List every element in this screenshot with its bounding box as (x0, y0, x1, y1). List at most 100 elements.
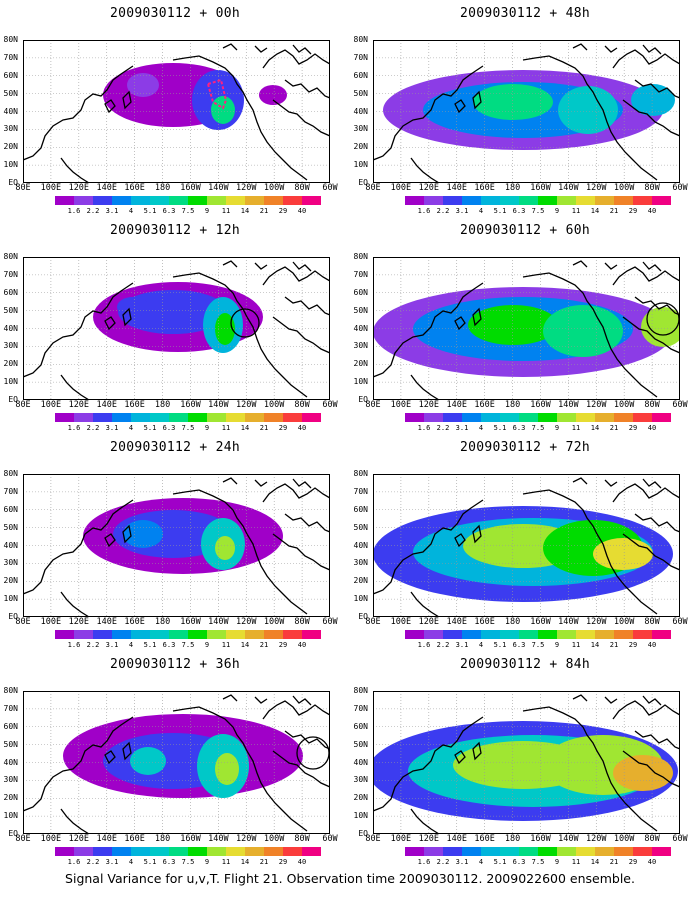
colorbar-label: 11 (221, 424, 231, 432)
colorbar (55, 413, 321, 422)
colorbar-swatch (538, 413, 557, 422)
variance-contour (117, 297, 149, 317)
longitude-label: 140E (446, 183, 467, 193)
latitude-label: 20N (3, 576, 18, 586)
colorbar-swatch (302, 413, 321, 422)
colorbar-swatch (226, 847, 245, 856)
latitude-label: 50N (353, 88, 368, 98)
coastline (572, 477, 662, 489)
coastline (472, 90, 482, 110)
colorbar-swatch (424, 847, 443, 856)
colorbar-swatch (112, 847, 131, 856)
longitude-label: 160E (124, 183, 145, 193)
longitude-label: 80W (644, 617, 660, 627)
colorbar-label: 14 (240, 641, 250, 649)
colorbar-swatch (538, 847, 557, 856)
coastline (284, 513, 330, 533)
coastline (272, 316, 330, 354)
latitude-label: 50N (3, 522, 18, 532)
longitude-label: 140E (96, 183, 117, 193)
coastline (634, 296, 680, 316)
colorbar-swatch (576, 196, 595, 205)
colorbar-swatch (93, 196, 112, 205)
coastline (472, 524, 482, 544)
colorbar-swatch (150, 413, 169, 422)
colorbar-label: 11 (221, 858, 231, 866)
colorbar-label: 7.5 (531, 424, 545, 432)
coastline (222, 477, 312, 489)
colorbar-swatch (614, 847, 633, 856)
colorbar-swatch (595, 847, 614, 856)
colorbar-swatch (652, 630, 671, 639)
colorbar-swatch (264, 847, 283, 856)
coastline (622, 533, 680, 571)
latitude-label: EQ (358, 612, 368, 621)
colorbar-swatch (150, 196, 169, 205)
latitude-label: 20N (3, 142, 18, 152)
coastline (572, 43, 662, 55)
latitude-label: 60N (3, 70, 18, 80)
colorbar (55, 630, 321, 639)
coastline (122, 524, 132, 544)
longitude-label: 120E (68, 834, 90, 844)
colorbar-swatch (169, 196, 188, 205)
longitude-label: 60W (322, 183, 338, 193)
latitude-label: 10N (353, 594, 368, 604)
longitude-label: 60W (672, 400, 688, 410)
colorbar (55, 196, 321, 205)
colorbar-label: 6.3 (162, 207, 176, 215)
colorbar-label: 40 (297, 858, 307, 866)
colorbar-swatch (302, 847, 321, 856)
longitude-label: 80E (15, 400, 31, 410)
coastline (23, 65, 134, 161)
latitude-label: 70N (3, 703, 18, 713)
longitude-label: 60W (322, 617, 338, 627)
contour-map (373, 257, 680, 400)
colorbar-swatch (55, 413, 74, 422)
coastline (172, 272, 308, 398)
colorbar-labels: 1.6 2.2 3.1 4 5.1 6.3 7.5 9 11 14 21 29 40 (405, 858, 671, 868)
colorbar-label: 40 (297, 207, 307, 215)
latitude-label: EQ (8, 612, 18, 621)
latitude-label: 80N (3, 35, 18, 44)
longitude-label: 80W (644, 183, 660, 193)
colorbar-swatch (500, 413, 519, 422)
colorbar-label: 2.2 (86, 858, 100, 866)
coastline (60, 157, 90, 183)
variance-contour (558, 86, 618, 134)
coastline (122, 741, 132, 761)
colorbar-swatch (424, 196, 443, 205)
colorbar-label: 14 (240, 424, 250, 432)
coastline (262, 700, 330, 720)
coastline (634, 79, 680, 99)
colorbar-swatch (443, 413, 462, 422)
colorbar-label: 3.1 (105, 641, 119, 649)
colorbar-label: 21 (259, 424, 269, 432)
colorbar-label: 2.2 (86, 207, 100, 215)
coastline (622, 99, 680, 137)
coastline (572, 694, 662, 706)
latitude-label: 20N (353, 359, 368, 369)
panel-title: 2009030112 + 36h (109, 657, 241, 672)
contour-map (23, 474, 330, 617)
coastline (272, 533, 330, 571)
colorbar-swatch (264, 196, 283, 205)
longitude-label: 140W (558, 617, 579, 627)
latitude-label: 40N (3, 323, 18, 333)
colorbar-label: 7.5 (181, 207, 195, 215)
colorbar-labels: 1.6 2.2 3.1 4 5.1 6.3 7.5 9 11 14 21 29 40 (405, 207, 671, 217)
colorbar-swatch (283, 413, 302, 422)
latitude-label: 40N (3, 757, 18, 767)
colorbar-label: 29 (628, 641, 638, 649)
longitude-label: 120W (586, 183, 607, 193)
longitude-label: 80E (365, 834, 381, 844)
colorbar-label: 5.1 (493, 207, 507, 215)
colorbar-labels: 1.6 2.2 3.1 4 5.1 6.3 7.5 9 11 14 21 29 40 (405, 641, 671, 651)
colorbar-label: 1.6 (417, 858, 431, 866)
colorbar-labels: 1.6 2.2 3.1 4 5.1 6.3 7.5 9 11 14 21 29 40 (55, 207, 321, 217)
colorbar-swatch (188, 413, 207, 422)
latitude-label: 80N (3, 469, 18, 478)
longitude-label: 140E (446, 834, 467, 844)
latitude-label: 10N (353, 377, 368, 387)
colorbar-swatch (595, 630, 614, 639)
